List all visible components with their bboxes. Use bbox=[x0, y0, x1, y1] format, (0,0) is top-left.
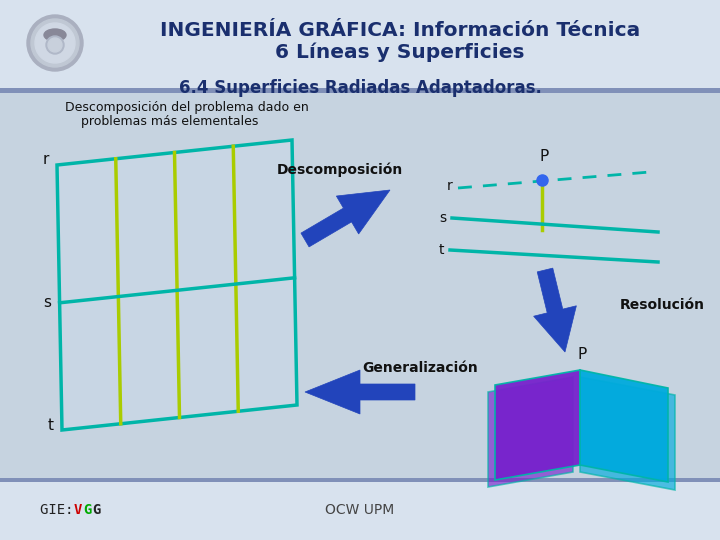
Text: P: P bbox=[577, 347, 587, 362]
Text: Descomposición del problema dado en: Descomposición del problema dado en bbox=[65, 102, 309, 114]
Polygon shape bbox=[305, 370, 415, 414]
Text: problemas más elementales: problemas más elementales bbox=[65, 116, 258, 129]
Text: OCW UPM: OCW UPM bbox=[325, 503, 395, 517]
Text: P: P bbox=[539, 149, 549, 164]
Text: s: s bbox=[44, 295, 52, 310]
Text: s: s bbox=[439, 211, 446, 225]
Text: r: r bbox=[446, 179, 452, 193]
Text: 6 Líneas y Superficies: 6 Líneas y Superficies bbox=[275, 42, 525, 62]
Text: GIE:: GIE: bbox=[40, 503, 82, 517]
Ellipse shape bbox=[48, 38, 62, 52]
Text: Generalización: Generalización bbox=[362, 361, 478, 375]
Polygon shape bbox=[580, 377, 675, 490]
Polygon shape bbox=[495, 370, 580, 480]
Ellipse shape bbox=[44, 29, 66, 41]
Text: 6.4 Superficies Radiadas Adaptadoras.: 6.4 Superficies Radiadas Adaptadoras. bbox=[179, 79, 541, 97]
Text: Resolución: Resolución bbox=[620, 298, 705, 312]
Text: G: G bbox=[92, 503, 100, 517]
Polygon shape bbox=[301, 190, 390, 247]
Text: r: r bbox=[42, 152, 49, 167]
Circle shape bbox=[27, 15, 83, 71]
Bar bbox=[0, 93, 720, 478]
Text: G: G bbox=[83, 503, 91, 517]
Polygon shape bbox=[534, 268, 577, 352]
Text: t: t bbox=[438, 243, 444, 257]
Circle shape bbox=[35, 23, 75, 63]
Polygon shape bbox=[488, 377, 573, 487]
Polygon shape bbox=[57, 140, 297, 430]
Bar bbox=[0, 88, 720, 93]
Text: t: t bbox=[48, 417, 54, 433]
Bar bbox=[0, 478, 720, 540]
Text: INGENIERÍA GRÁFICA: Información Técnica: INGENIERÍA GRÁFICA: Información Técnica bbox=[160, 21, 640, 39]
Polygon shape bbox=[580, 370, 668, 482]
Ellipse shape bbox=[46, 36, 64, 54]
Text: Descomposición: Descomposición bbox=[277, 163, 403, 177]
Circle shape bbox=[31, 19, 79, 67]
Text: V: V bbox=[74, 503, 82, 517]
Bar bbox=[0, 478, 720, 482]
Bar bbox=[0, 0, 720, 88]
